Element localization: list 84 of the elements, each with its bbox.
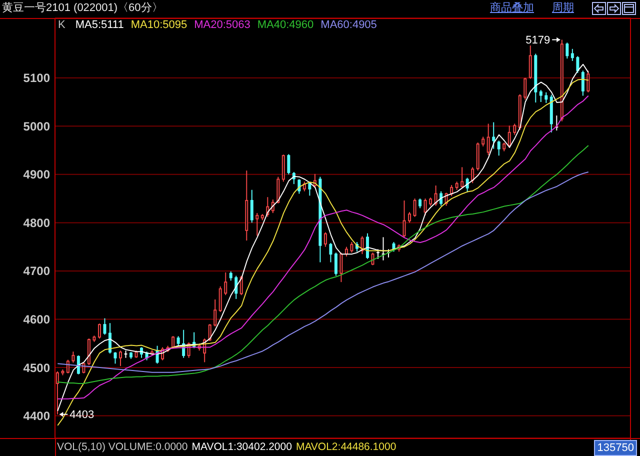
candlestick — [544, 92, 548, 104]
candlestick — [214, 298, 217, 327]
candlestick — [344, 246, 348, 257]
candlestick — [276, 176, 280, 204]
text: MA20:5063 — [194, 19, 250, 32]
candlestick — [486, 123, 490, 156]
candlestick — [124, 350, 128, 358]
y-tick-label: 4600 — [23, 312, 50, 326]
y-tick-label: 5100 — [23, 71, 50, 86]
candlestick — [539, 89, 542, 102]
candlestick — [392, 242, 396, 252]
candlestick — [76, 354, 80, 375]
y-tick-label: 4700 — [23, 264, 50, 278]
candlestick — [434, 185, 438, 206]
y-tick-label: 5000 — [23, 119, 50, 134]
candlestick — [329, 242, 332, 263]
candlestick — [408, 212, 412, 224]
candlestick — [371, 252, 374, 266]
text: MAVOL1:30402.2000 — [192, 441, 292, 454]
text: 周期 — [552, 2, 574, 15]
candlestick — [460, 166, 464, 188]
candlestick — [108, 322, 112, 354]
candlestick — [282, 154, 285, 182]
line-series — [57, 144, 589, 384]
candlestick — [402, 200, 406, 238]
candlestick — [440, 190, 443, 206]
text: MAVOL2:44486.1000 — [296, 441, 396, 454]
candlestick — [176, 336, 180, 346]
candlestick — [471, 166, 474, 184]
candlestick — [98, 323, 101, 340]
text: MA10:5095 — [130, 19, 188, 32]
text: MA40:4960 — [257, 19, 314, 32]
candlestick — [466, 177, 469, 193]
line-series — [57, 172, 589, 373]
text: MA5:5111 — [75, 19, 124, 32]
candlestick — [208, 324, 212, 342]
y-tick-label: 4500 — [23, 360, 50, 375]
candlestick — [513, 123, 516, 136]
y-tick-label: 4900 — [23, 168, 50, 182]
candlestick — [528, 45, 532, 80]
candlestick — [350, 242, 354, 254]
candlestick — [324, 232, 327, 248]
candlestick — [119, 350, 122, 367]
candlestick — [298, 178, 301, 194]
text: 135750 — [594, 440, 637, 456]
candlestick — [581, 70, 584, 96]
y-tick-label: 4400 — [23, 409, 50, 424]
candlestick — [566, 42, 569, 60]
candlestick — [418, 198, 422, 209]
candlestick — [308, 181, 312, 196]
candlestick — [256, 212, 259, 236]
y-tick-label: 4800 — [23, 216, 50, 230]
candlestick — [576, 56, 580, 74]
candlestick — [287, 154, 290, 175]
candlestick — [66, 359, 70, 374]
candlestick — [586, 70, 590, 93]
candlestick — [482, 136, 485, 147]
chart-title: 黄豆一号2101 (022001)〈60分〉 — [2, 2, 163, 15]
candlestick — [376, 248, 380, 260]
candlestick — [340, 252, 343, 283]
candlestick — [492, 122, 496, 150]
candlestick — [570, 48, 574, 62]
candlestick — [250, 189, 254, 224]
candlestick — [56, 370, 59, 415]
candlestick — [114, 352, 117, 364]
candlestick — [450, 184, 454, 197]
candlestick — [381, 236, 386, 261]
candlestick — [72, 351, 75, 364]
text: MA60:4905 — [320, 19, 377, 32]
candlestick — [334, 252, 338, 276]
candlestick — [240, 275, 243, 296]
candlestick — [497, 140, 500, 156]
text: 商品叠加 — [490, 2, 534, 15]
candlestick — [229, 270, 232, 282]
legend-title: K — [58, 19, 66, 32]
candlestick — [103, 318, 106, 336]
candlestick — [524, 77, 527, 100]
text: VOL(5,10) VOLUME:0.0000 — [57, 441, 188, 454]
candlestick — [424, 198, 427, 216]
candlestick — [413, 198, 416, 218]
annotation: 4403 — [70, 409, 94, 422]
candlestick — [218, 286, 222, 312]
candlestick — [224, 272, 228, 296]
annotation: 5179 — [526, 34, 550, 47]
